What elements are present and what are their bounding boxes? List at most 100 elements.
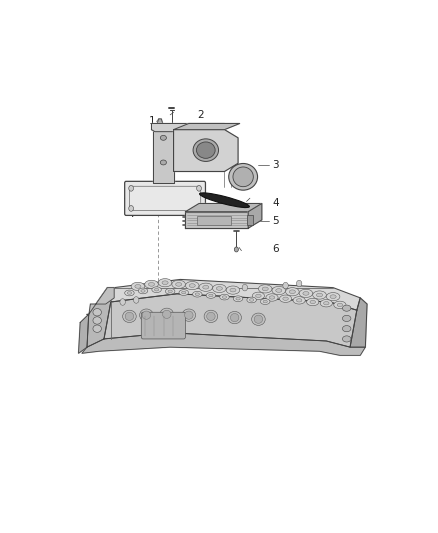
Polygon shape xyxy=(78,314,88,353)
Ellipse shape xyxy=(334,301,346,309)
Ellipse shape xyxy=(252,292,265,300)
Ellipse shape xyxy=(307,298,319,306)
Ellipse shape xyxy=(127,292,131,294)
Text: 7: 7 xyxy=(129,209,135,219)
Text: 3: 3 xyxy=(272,159,279,169)
Ellipse shape xyxy=(176,282,182,286)
Polygon shape xyxy=(157,119,162,128)
Ellipse shape xyxy=(310,300,315,304)
Ellipse shape xyxy=(236,297,240,300)
Ellipse shape xyxy=(135,285,141,288)
Ellipse shape xyxy=(172,280,185,288)
Ellipse shape xyxy=(207,312,215,320)
Ellipse shape xyxy=(229,164,258,190)
Ellipse shape xyxy=(209,294,213,297)
Ellipse shape xyxy=(216,287,223,290)
Ellipse shape xyxy=(142,311,151,319)
Ellipse shape xyxy=(162,281,168,285)
Ellipse shape xyxy=(179,290,188,295)
Polygon shape xyxy=(173,124,240,130)
Ellipse shape xyxy=(320,300,332,307)
Text: 6: 6 xyxy=(272,245,279,254)
Circle shape xyxy=(283,282,288,289)
Ellipse shape xyxy=(160,135,166,140)
Polygon shape xyxy=(248,204,262,228)
Text: 5: 5 xyxy=(272,216,279,226)
Ellipse shape xyxy=(199,283,212,292)
Ellipse shape xyxy=(93,317,102,324)
Ellipse shape xyxy=(313,291,326,299)
Ellipse shape xyxy=(326,293,340,301)
Ellipse shape xyxy=(254,315,263,324)
Ellipse shape xyxy=(226,286,240,294)
Ellipse shape xyxy=(247,297,256,303)
Ellipse shape xyxy=(204,310,218,322)
Ellipse shape xyxy=(303,292,309,295)
Polygon shape xyxy=(87,288,114,347)
Ellipse shape xyxy=(93,325,102,333)
Polygon shape xyxy=(104,294,357,347)
Ellipse shape xyxy=(138,288,148,294)
Ellipse shape xyxy=(123,310,136,322)
Ellipse shape xyxy=(160,160,166,165)
Ellipse shape xyxy=(293,297,305,304)
Ellipse shape xyxy=(184,311,193,319)
Polygon shape xyxy=(350,298,367,347)
Ellipse shape xyxy=(269,296,275,299)
Text: 4: 4 xyxy=(272,198,279,208)
Ellipse shape xyxy=(263,300,267,303)
Ellipse shape xyxy=(131,282,145,290)
Ellipse shape xyxy=(189,284,195,287)
Ellipse shape xyxy=(148,282,155,286)
Ellipse shape xyxy=(262,287,268,290)
Ellipse shape xyxy=(230,288,236,292)
Circle shape xyxy=(134,297,139,303)
Text: 1: 1 xyxy=(149,116,156,126)
Ellipse shape xyxy=(140,309,153,321)
Ellipse shape xyxy=(168,290,172,293)
Ellipse shape xyxy=(233,167,253,187)
Ellipse shape xyxy=(182,309,196,321)
Ellipse shape xyxy=(258,285,272,293)
Ellipse shape xyxy=(125,312,134,320)
Ellipse shape xyxy=(155,288,159,291)
Ellipse shape xyxy=(200,193,249,207)
Ellipse shape xyxy=(283,297,288,301)
Ellipse shape xyxy=(343,336,351,342)
Ellipse shape xyxy=(330,295,336,298)
Ellipse shape xyxy=(343,305,351,311)
Ellipse shape xyxy=(279,295,292,302)
Bar xyxy=(247,215,253,225)
Ellipse shape xyxy=(266,294,278,301)
Ellipse shape xyxy=(212,284,226,293)
Ellipse shape xyxy=(182,291,186,294)
Ellipse shape xyxy=(233,296,243,302)
Polygon shape xyxy=(111,279,360,310)
Ellipse shape xyxy=(158,279,172,287)
Ellipse shape xyxy=(261,298,270,304)
Ellipse shape xyxy=(250,298,254,301)
Ellipse shape xyxy=(206,293,215,298)
Circle shape xyxy=(129,206,134,211)
Polygon shape xyxy=(185,204,262,212)
Ellipse shape xyxy=(141,289,145,292)
Ellipse shape xyxy=(290,290,295,294)
Polygon shape xyxy=(87,288,114,317)
Ellipse shape xyxy=(166,288,175,294)
Ellipse shape xyxy=(256,294,261,297)
Ellipse shape xyxy=(230,313,239,322)
Ellipse shape xyxy=(203,285,209,289)
FancyBboxPatch shape xyxy=(125,181,205,215)
Ellipse shape xyxy=(223,296,226,298)
Ellipse shape xyxy=(228,311,241,324)
Ellipse shape xyxy=(337,303,343,306)
Bar xyxy=(197,216,231,225)
Ellipse shape xyxy=(220,294,229,300)
Circle shape xyxy=(234,247,238,252)
Ellipse shape xyxy=(145,280,158,288)
Ellipse shape xyxy=(125,290,134,296)
Circle shape xyxy=(242,284,247,291)
Ellipse shape xyxy=(185,281,199,289)
Circle shape xyxy=(197,206,201,211)
Ellipse shape xyxy=(152,287,161,293)
